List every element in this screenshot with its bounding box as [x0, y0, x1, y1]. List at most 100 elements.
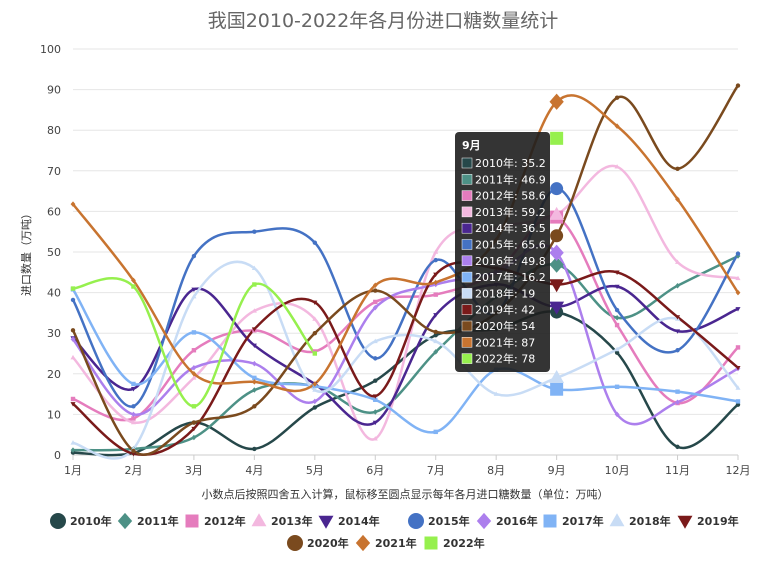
- data-point-2017年-11月[interactable]: [675, 389, 680, 394]
- data-point-2012年-3月[interactable]: [191, 348, 197, 353]
- data-point-2014年-11月[interactable]: [675, 329, 681, 334]
- data-point-2019年-9月[interactable]: [549, 279, 565, 293]
- data-point-2017年-4月[interactable]: [252, 375, 257, 381]
- legend-item-2015年[interactable]: 2015年: [408, 513, 470, 529]
- data-point-2011年-9月[interactable]: [549, 256, 564, 273]
- data-point-2011年-6月[interactable]: [372, 409, 378, 415]
- legend-marker-2016年[interactable]: [476, 512, 492, 530]
- data-point-2017年-12月[interactable]: [735, 399, 741, 404]
- data-point-2014年-10月[interactable]: [614, 284, 620, 290]
- data-point-2010年-10月[interactable]: [614, 350, 620, 355]
- data-point-2020年-7月[interactable]: [433, 329, 438, 335]
- data-point-2017年-10月[interactable]: [614, 384, 620, 389]
- data-point-2015年-1月[interactable]: [70, 297, 76, 303]
- data-point-2011年-10月[interactable]: [614, 315, 620, 321]
- data-point-2019年-7月[interactable]: [433, 272, 439, 277]
- data-point-2017年-3月[interactable]: [191, 330, 197, 335]
- legend-item-2017年[interactable]: 2017年: [543, 514, 604, 528]
- data-point-2019年-12月[interactable]: [735, 365, 741, 371]
- data-point-2021年-4月[interactable]: [251, 379, 257, 385]
- legend-item-2013年[interactable]: 2013年: [251, 513, 313, 528]
- data-point-2015年-7月[interactable]: [433, 257, 438, 263]
- data-point-2022年-2月[interactable]: [131, 284, 136, 289]
- data-point-2016年-6月[interactable]: [372, 304, 378, 311]
- legend-item-2019年[interactable]: 2019年: [677, 514, 739, 529]
- legend-marker-2014年[interactable]: [318, 515, 334, 529]
- data-point-2016年-10月[interactable]: [614, 411, 620, 418]
- data-point-2014年-9月[interactable]: [549, 301, 565, 315]
- data-point-2015年-5月[interactable]: [312, 240, 318, 245]
- data-point-2017年-9月[interactable]: [550, 382, 564, 396]
- data-point-2020年-6月[interactable]: [373, 288, 378, 293]
- data-point-2020年-1月[interactable]: [70, 328, 76, 333]
- data-point-2020年-5月[interactable]: [312, 331, 318, 336]
- data-point-2013年-7月[interactable]: [433, 249, 439, 254]
- data-point-2017年-2月[interactable]: [131, 381, 136, 387]
- data-point-2020年-3月[interactable]: [191, 420, 197, 425]
- data-point-2019年-11月[interactable]: [675, 315, 681, 320]
- data-point-2011年-4月[interactable]: [251, 387, 257, 393]
- legend-marker-2022年[interactable]: [424, 536, 438, 550]
- data-point-2021年-5月[interactable]: [312, 381, 318, 387]
- data-point-2013年-2月[interactable]: [130, 419, 136, 425]
- data-point-2021年-7月[interactable]: [433, 279, 439, 286]
- data-point-2015年-3月[interactable]: [191, 253, 197, 259]
- data-point-2019年-1月[interactable]: [70, 402, 76, 407]
- data-point-2013年-10月[interactable]: [614, 164, 620, 169]
- data-point-2021年-1月[interactable]: [70, 201, 76, 207]
- data-point-2018年-5月[interactable]: [312, 387, 318, 392]
- data-point-2022年-3月[interactable]: [191, 404, 197, 409]
- data-point-2013年-4月[interactable]: [251, 308, 257, 313]
- data-point-2011年-1月[interactable]: [70, 447, 76, 453]
- data-point-2013年-3月[interactable]: [191, 375, 197, 380]
- data-point-2011年-3月[interactable]: [191, 434, 197, 441]
- data-point-2017年-6月[interactable]: [373, 397, 378, 402]
- data-point-2012年-10月[interactable]: [614, 322, 620, 328]
- data-point-2010年-5月[interactable]: [312, 405, 318, 410]
- data-point-2021年-2月[interactable]: [131, 277, 136, 284]
- data-point-2013年-6月[interactable]: [372, 436, 378, 441]
- legend-item-2018年[interactable]: 2018年: [609, 513, 671, 528]
- legend-item-2020年[interactable]: 2020年: [287, 535, 349, 551]
- data-point-2019年-2月[interactable]: [130, 452, 136, 457]
- legend-item-2021年[interactable]: 2021年: [355, 534, 417, 552]
- legend-marker-2020年[interactable]: [287, 535, 303, 551]
- data-point-2015年-10月[interactable]: [614, 307, 620, 313]
- data-point-2020年-9月[interactable]: [550, 229, 564, 243]
- data-point-2013年-5月[interactable]: [312, 316, 318, 321]
- data-point-2013年-1月[interactable]: [70, 354, 76, 360]
- data-point-2013年-9月[interactable]: [549, 206, 565, 220]
- data-point-2020年-11月[interactable]: [675, 166, 680, 171]
- data-point-2019年-4月[interactable]: [251, 327, 257, 332]
- legend-marker-2012年[interactable]: [185, 514, 199, 528]
- data-point-2018年-6月[interactable]: [372, 338, 378, 344]
- legend-marker-2013年[interactable]: [251, 513, 267, 527]
- data-point-2016年-3月[interactable]: [191, 364, 197, 371]
- data-point-2010年-7月[interactable]: [433, 333, 438, 338]
- data-point-2017年-7月[interactable]: [433, 429, 438, 435]
- legend-marker-2011年[interactable]: [117, 512, 133, 530]
- data-point-2014年-2月[interactable]: [130, 387, 136, 392]
- data-point-2021年-11月[interactable]: [675, 196, 680, 202]
- data-point-2015年-11月[interactable]: [675, 348, 680, 353]
- data-point-2012年-2月[interactable]: [131, 416, 136, 421]
- legend-marker-2015年[interactable]: [408, 513, 424, 529]
- data-point-2018年-8月[interactable]: [493, 391, 499, 396]
- data-point-2019年-6月[interactable]: [372, 394, 378, 399]
- legend-marker-2019年[interactable]: [677, 515, 693, 529]
- data-point-2010年-6月[interactable]: [373, 378, 378, 383]
- data-point-2018年-3月[interactable]: [191, 294, 197, 299]
- data-point-2022年-5月[interactable]: [312, 351, 318, 356]
- data-point-2018年-12月[interactable]: [735, 385, 741, 390]
- data-point-2021年-3月[interactable]: [191, 371, 197, 377]
- data-point-2012年-7月[interactable]: [433, 292, 438, 297]
- data-point-2013年-12月[interactable]: [735, 275, 741, 281]
- data-point-2018年-9月[interactable]: [549, 370, 565, 384]
- legend-marker-2010年[interactable]: [50, 513, 66, 529]
- data-point-2020年-12月[interactable]: [735, 83, 741, 88]
- legend-item-2011年[interactable]: 2011年: [117, 512, 179, 530]
- data-point-2019年-10月[interactable]: [614, 270, 620, 275]
- data-point-2018年-10月[interactable]: [614, 346, 620, 352]
- data-point-2014年-6月[interactable]: [372, 420, 378, 426]
- data-point-2015年-6月[interactable]: [373, 356, 378, 361]
